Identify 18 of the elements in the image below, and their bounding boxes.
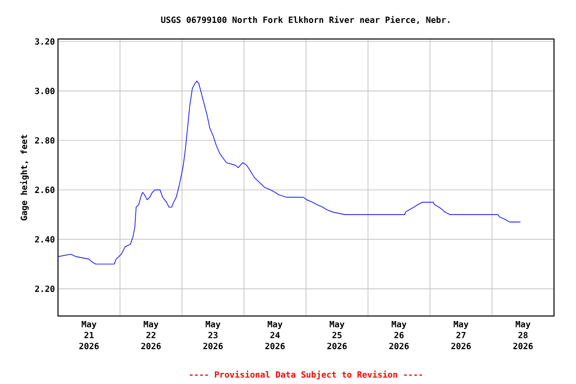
x-tick-label: May 23 2026: [203, 321, 223, 350]
x-tick-label: May 21 2026: [79, 321, 99, 350]
x-tick-label: May 25 2026: [327, 321, 347, 350]
text: ---- Provisional Data Subject to Revision ----: [190, 370, 422, 380]
x-tick-label: May 28 2026: [513, 321, 533, 350]
chart-title: USGS 06799100 North Fork Elkhorn River near Pierce, Nebr.: [161, 16, 450, 24]
y-tick-label: 2.60: [35, 186, 54, 194]
x-tick-label: May 26 2026: [389, 321, 409, 350]
x-tick-label: May 22 2026: [141, 321, 161, 350]
y-tick-label: 2.80: [35, 137, 54, 144]
y-tick-label: 2.20: [35, 286, 54, 292]
y-tick-label: 3.20: [35, 38, 54, 45]
y-tick-label: 3.00: [35, 88, 54, 94]
line-series: [58, 80, 521, 264]
x-tick-label: May 27 2026: [451, 321, 471, 350]
y-axis-title: Gage height, feet: [20, 134, 29, 220]
y-tick-label: 2.40: [35, 236, 54, 243]
x-tick-label: May 24 2026: [265, 321, 285, 350]
